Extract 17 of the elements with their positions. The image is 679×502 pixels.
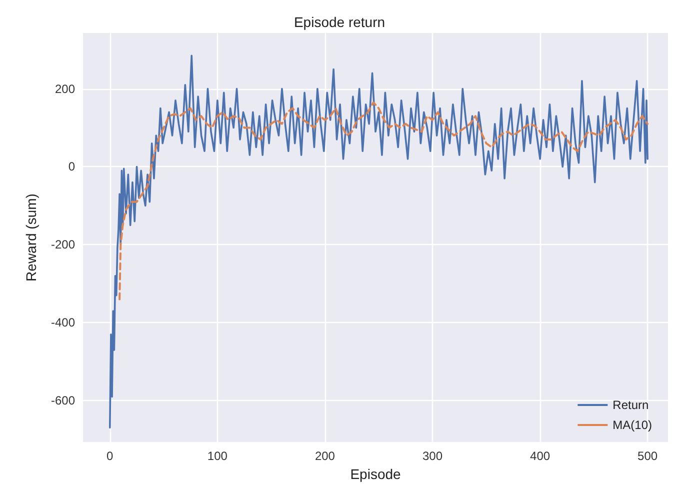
x-tick-label: 200 [314, 449, 336, 463]
y-axis-title: Reward (sum) [23, 194, 39, 282]
y-tick-label: 200 [54, 82, 76, 96]
y-tick-label: -400 [50, 316, 76, 330]
y-tick-label: -600 [50, 394, 76, 408]
legend-label: MA(10) [612, 418, 652, 432]
line-series [118, 101, 649, 300]
legend-label: Return [612, 398, 649, 412]
x-tick-label: 400 [530, 449, 550, 463]
x-axis-title: Episode [350, 466, 402, 482]
y-tick-label: 0 [68, 160, 76, 174]
x-tick-label: 0 [106, 449, 114, 463]
x-tick-label: 500 [638, 449, 658, 463]
x-tick-label: 300 [422, 449, 443, 463]
y-tick-label: -200 [50, 238, 76, 252]
x-tick-label: 100 [207, 449, 228, 463]
chart-title: Episode return [294, 14, 386, 30]
